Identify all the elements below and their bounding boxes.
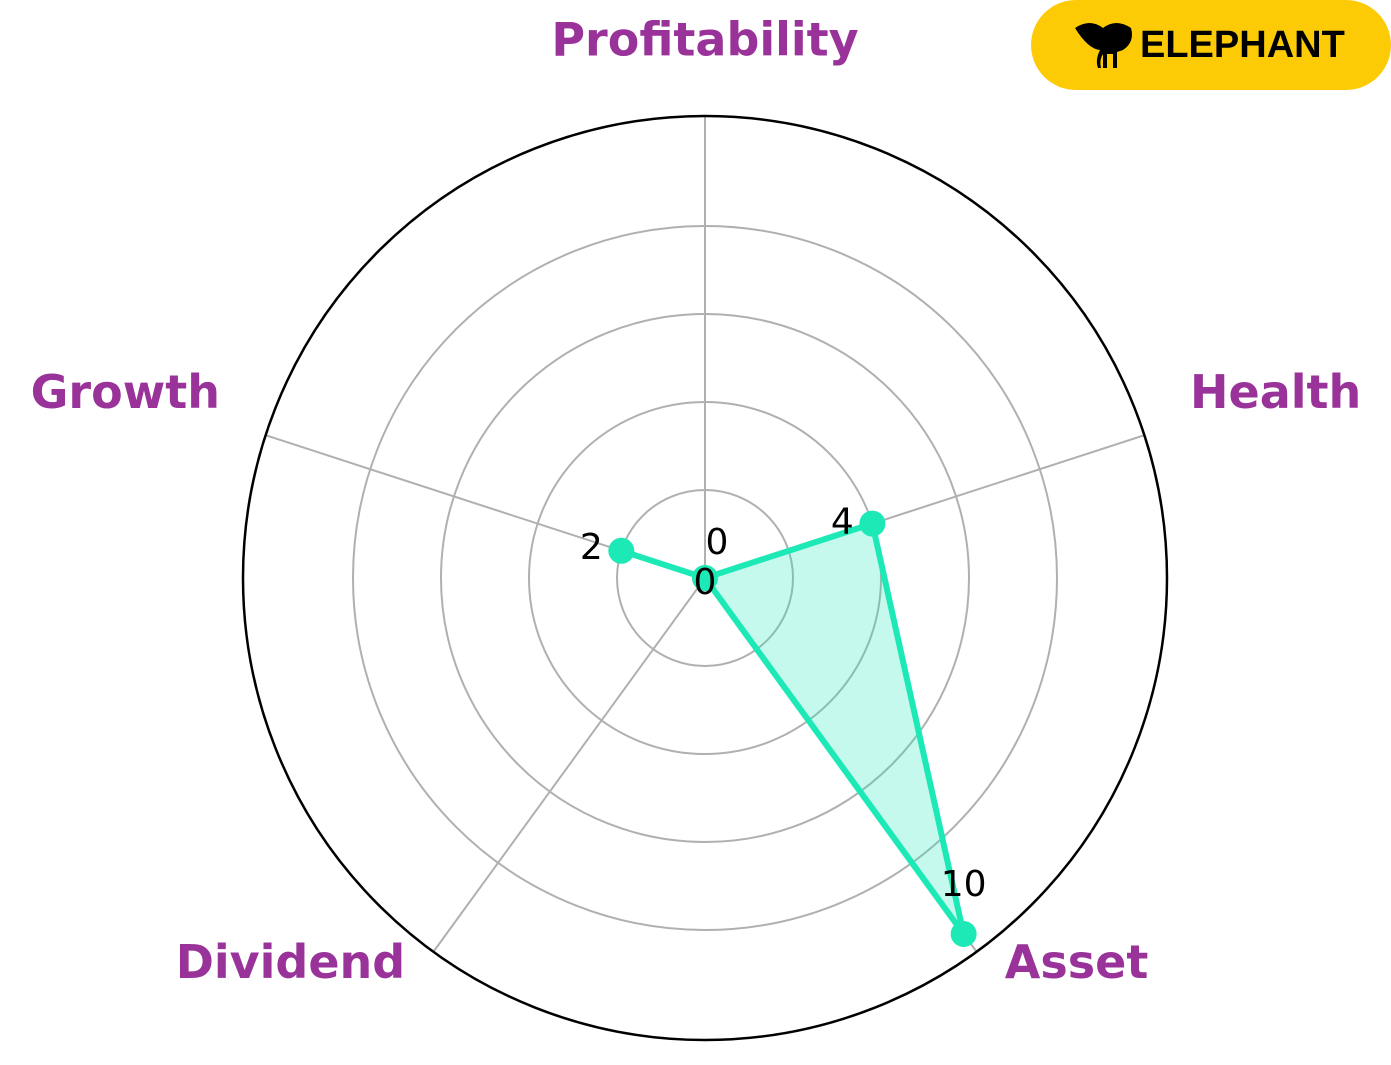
logo-badge bbox=[1031, 0, 1391, 90]
point bbox=[608, 537, 635, 564]
category-label: Health bbox=[1190, 365, 1361, 419]
logo-icon bbox=[1075, 23, 1132, 68]
category-label: Growth bbox=[31, 365, 220, 419]
value-label: 0 bbox=[706, 522, 729, 563]
outer-frame bbox=[241, 114, 1169, 1042]
category-label: Asset bbox=[1005, 935, 1149, 989]
logo-text: ELEPHANT bbox=[1140, 24, 1345, 66]
value-label: 0 bbox=[694, 562, 717, 603]
point bbox=[692, 565, 718, 591]
logo: ELEPHANT bbox=[1031, 0, 1391, 90]
value-label: 4 bbox=[831, 502, 854, 543]
category-label: Dividend bbox=[176, 935, 406, 989]
value-label: 10 bbox=[941, 864, 987, 905]
value-label: 2 bbox=[580, 527, 603, 568]
category-label: Profitability bbox=[551, 13, 858, 67]
spoke bbox=[432, 577, 706, 953]
point bbox=[859, 510, 886, 537]
series-area bbox=[618, 520, 967, 937]
point bbox=[950, 920, 977, 947]
